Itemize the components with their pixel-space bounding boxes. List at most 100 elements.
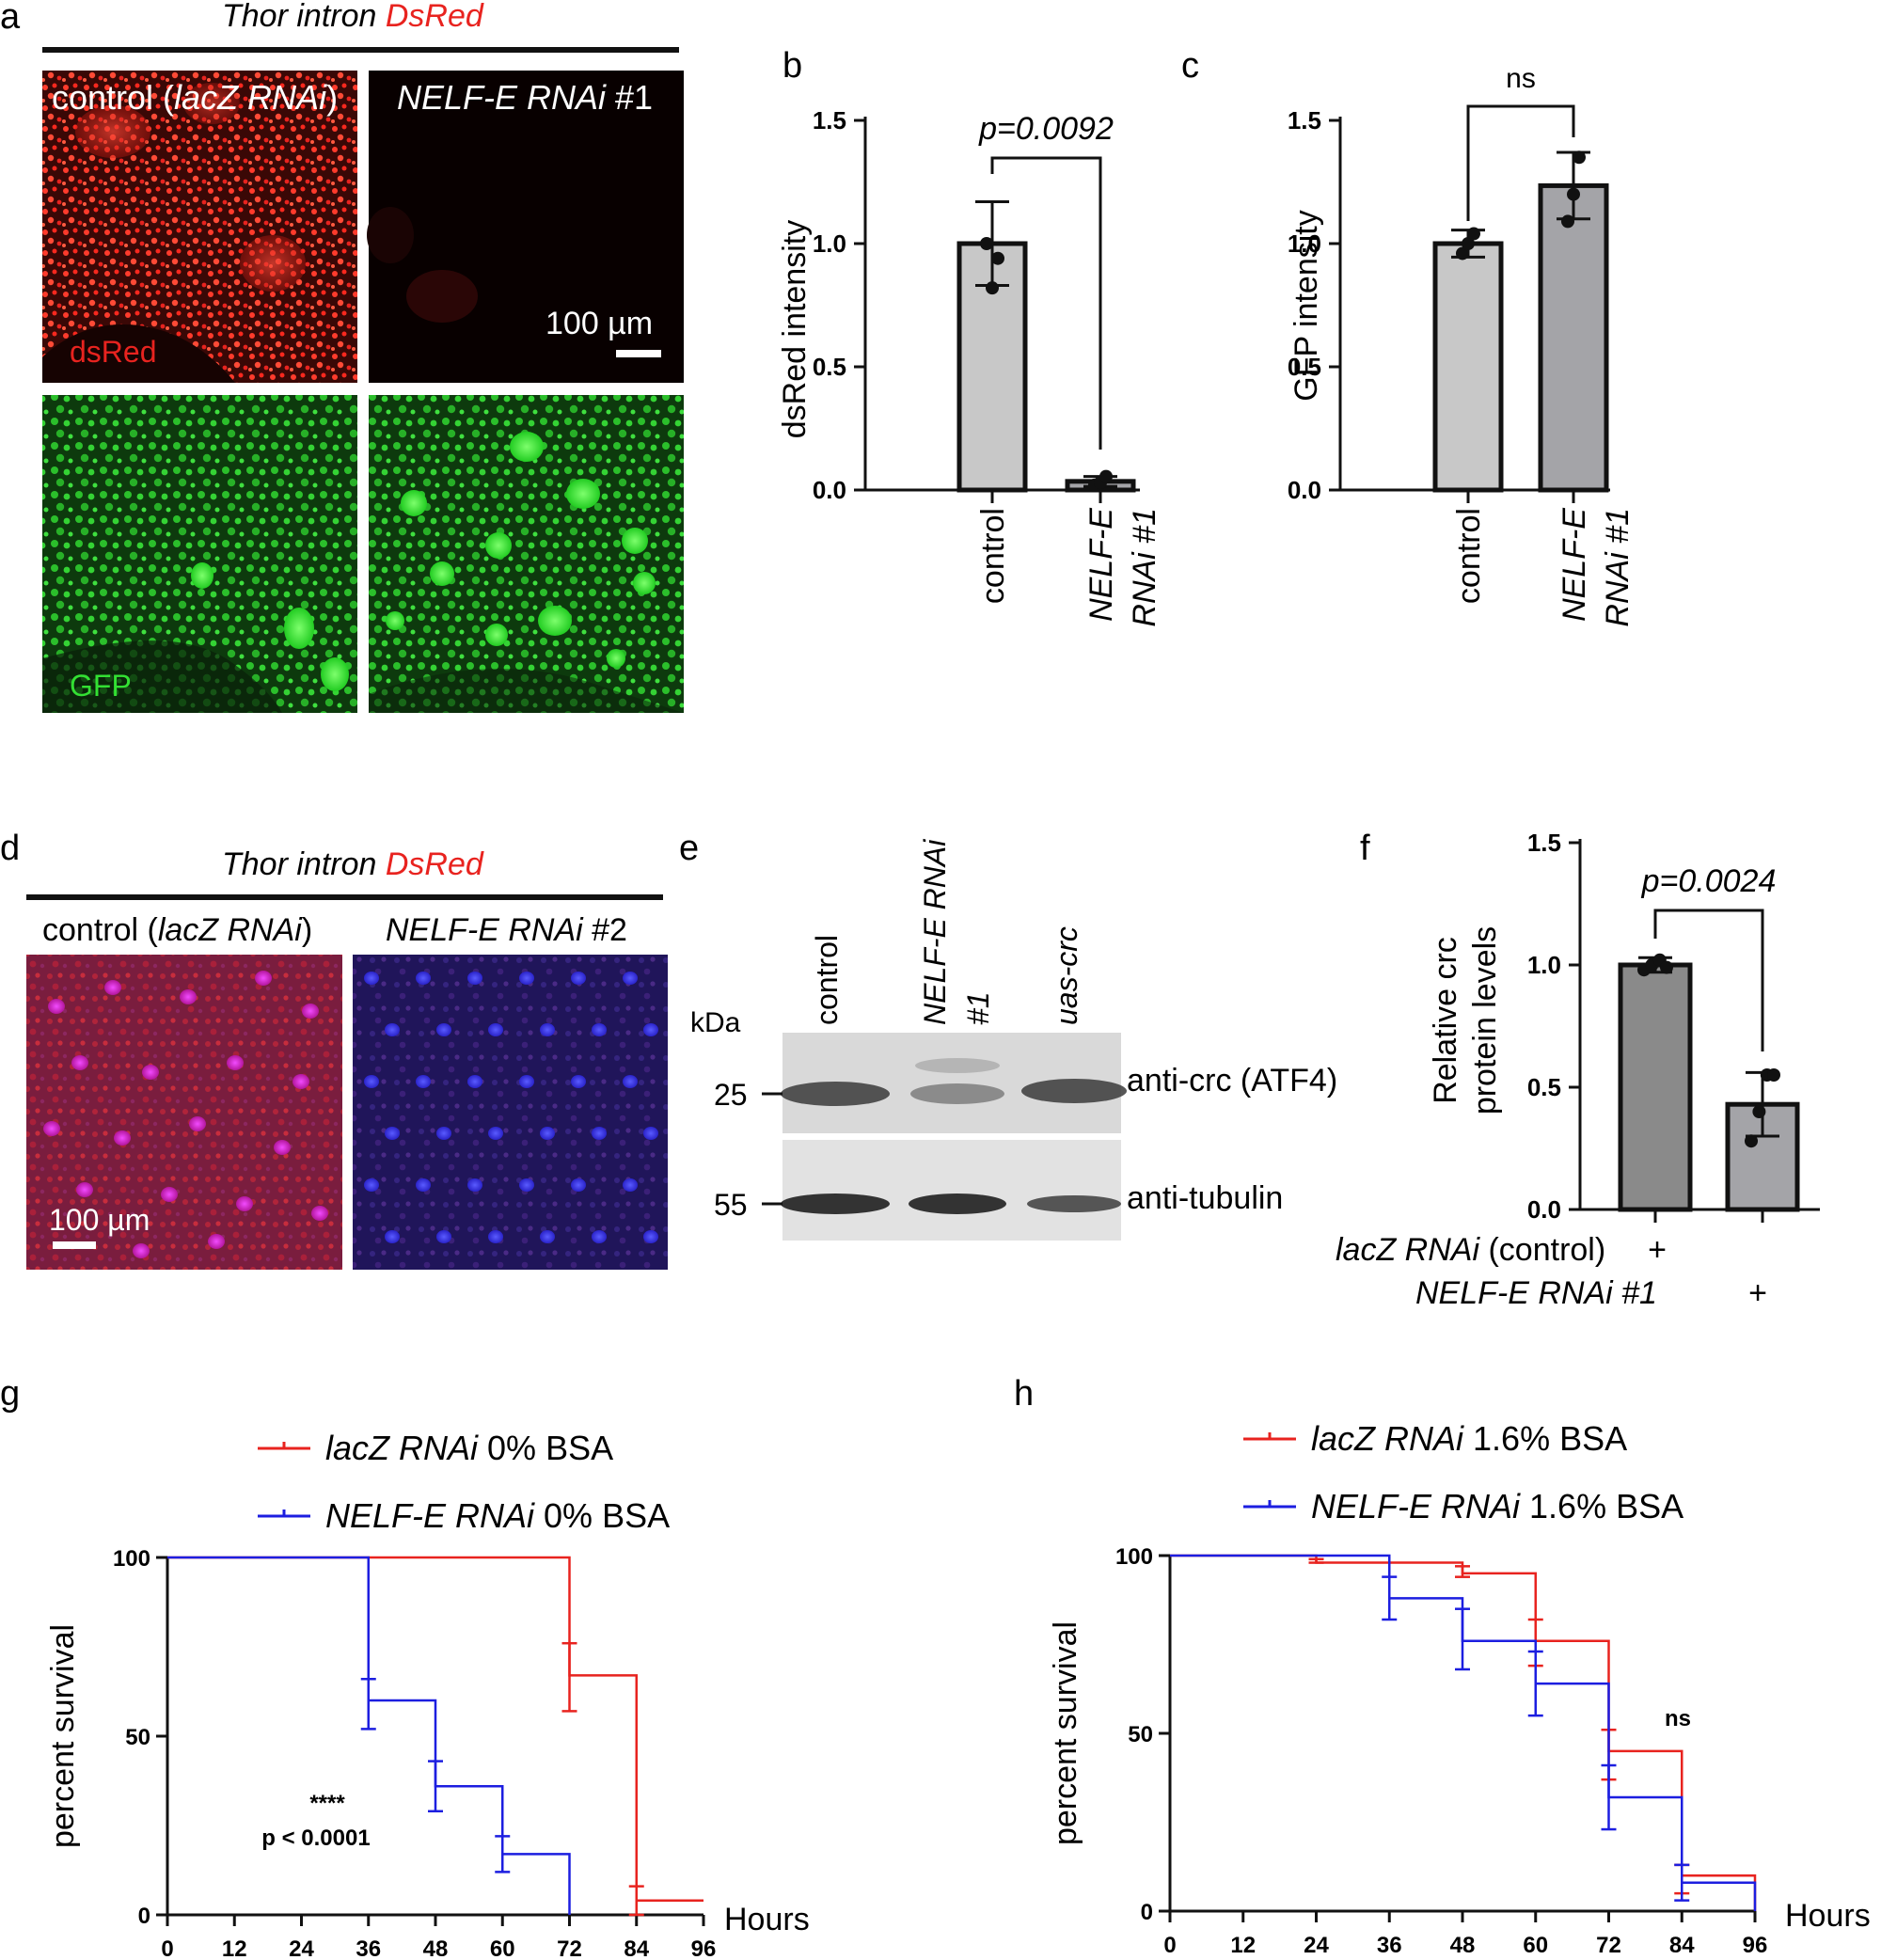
data-point bbox=[1573, 150, 1586, 165]
y-tick-label: 1.5 bbox=[1527, 829, 1561, 857]
nucleus-d-nelf bbox=[643, 1127, 658, 1140]
y-axis-label: protein levels bbox=[1467, 926, 1503, 1114]
nucleus-d-nelf bbox=[571, 1178, 586, 1192]
nucleus-d-nelf bbox=[592, 1230, 607, 1243]
nucleus-d-control bbox=[114, 1130, 131, 1146]
legend-label: lacZ RNAi 0% BSA bbox=[325, 1429, 613, 1467]
panel-a-channel-red: dsRed bbox=[70, 335, 157, 369]
panel-d-nelf-italic: NELF-E RNAi bbox=[386, 912, 584, 948]
nucleus-d-nelf bbox=[571, 1075, 586, 1088]
y-tick-label: 0.0 bbox=[1288, 476, 1321, 504]
significance-label: p=0.0024 bbox=[1641, 863, 1777, 899]
data-point bbox=[1745, 1134, 1758, 1148]
chart-g: lacZ RNAi 0% BSA NELF-E RNAi 0% BSA 0 50 100… bbox=[45, 1429, 810, 1960]
panel-a-control-italic: lacZ RNAi bbox=[174, 78, 327, 117]
bar bbox=[1618, 962, 1693, 1212]
genotype-row-label-italic: lacZ RNAi bbox=[1336, 1232, 1480, 1268]
legend-label-rest: 1.6% BSA bbox=[1520, 1487, 1683, 1525]
nucleus-d-control bbox=[236, 1196, 253, 1211]
panel-a-control-label: control (lacZ RNAi) bbox=[52, 78, 338, 117]
panel-e-band-crc: anti-crc (ATF4) bbox=[1127, 1063, 1337, 1099]
y-tick-label: 0.5 bbox=[813, 353, 846, 381]
y-tick-label: 1.5 bbox=[1288, 106, 1321, 134]
micrograph-a-control-dsred bbox=[42, 71, 357, 383]
nucleus-d-nelf bbox=[364, 972, 379, 985]
panel-letter-e: e bbox=[679, 829, 699, 868]
nucleus-d-control bbox=[255, 971, 272, 986]
x-tick-label: 60 bbox=[1523, 1933, 1548, 1958]
panel-a-header-black: Thor intron bbox=[222, 0, 386, 34]
x-tick-label: 0 bbox=[1163, 1933, 1176, 1958]
chart-f: 0.0 0.5 1.0 1.5 Relative crc protein levels p=… bbox=[1336, 829, 1820, 1311]
y-axis-label: Relative crc bbox=[1428, 937, 1463, 1104]
y-tick-label: 0.5 bbox=[1527, 1073, 1561, 1101]
nucleus-d-nelf bbox=[364, 1075, 379, 1088]
genotype-mark: + bbox=[1748, 1275, 1767, 1311]
data-point bbox=[1561, 214, 1574, 229]
panel-e-marker-55: 55 bbox=[714, 1188, 748, 1222]
x-category-label: control bbox=[1451, 508, 1487, 604]
nucleus-d-nelf bbox=[623, 1075, 638, 1088]
legend-label-rest: 0% BSA bbox=[478, 1429, 613, 1467]
panel-d: Thor intron DsRed control (lacZ RNAi) NE… bbox=[26, 846, 668, 1270]
nucleus-d-nelf bbox=[519, 1075, 534, 1088]
y-tick-label: 0.5 bbox=[1288, 353, 1321, 381]
micrograph-d-control bbox=[26, 955, 342, 1270]
y-axis-label: percent survival bbox=[45, 1624, 81, 1848]
nucleus-d-nelf bbox=[643, 1230, 658, 1243]
panel-d-control-prefix: control ( bbox=[42, 912, 158, 948]
y-tick-label: 0 bbox=[138, 1904, 150, 1929]
nucleus-d-control bbox=[76, 1182, 93, 1197]
panel-a-control-suffix: ) bbox=[326, 78, 338, 117]
x-category-label: RNAi #1 bbox=[1600, 508, 1636, 627]
genotype-row-label: NELF-E RNAi #1 bbox=[1415, 1275, 1657, 1311]
x-tick-label: 48 bbox=[423, 1936, 449, 1960]
data-point bbox=[1462, 237, 1475, 250]
nucleus-d-nelf bbox=[488, 1023, 503, 1036]
y-tick-label: 50 bbox=[125, 1725, 150, 1750]
data-point bbox=[1467, 227, 1480, 241]
significance-label: p=0.0092 bbox=[978, 111, 1114, 147]
x-tick-label: 24 bbox=[289, 1936, 314, 1960]
x-category-label: RNAi #1 bbox=[1127, 508, 1162, 627]
nucleus-d-nelf bbox=[467, 972, 482, 985]
nucleus-d-nelf bbox=[385, 1023, 400, 1036]
data-point bbox=[991, 251, 1004, 265]
nucleus-d-control bbox=[71, 1055, 88, 1070]
y-axis-label: dsRed intensity bbox=[777, 220, 813, 438]
panel-a-nelf-italic: NELF-E RNAi bbox=[397, 78, 607, 117]
nucleus-d-nelf bbox=[540, 1023, 555, 1036]
nucleus-d-control bbox=[43, 1121, 60, 1136]
nucleus-d-nelf bbox=[488, 1230, 503, 1243]
significance-stars: **** bbox=[309, 1791, 345, 1816]
nucleus-d-nelf bbox=[623, 972, 638, 985]
genotype-row-label: lacZ RNAi (control) bbox=[1336, 1232, 1605, 1268]
x-tick-label: 96 bbox=[691, 1936, 717, 1960]
y-tick-label: 0.0 bbox=[813, 476, 846, 504]
panel-a-header-rule bbox=[42, 47, 679, 53]
panel-a-control-prefix: control ( bbox=[52, 78, 174, 117]
panel-letter-h: h bbox=[1014, 1374, 1034, 1414]
x-tick-label: 96 bbox=[1743, 1933, 1768, 1958]
significance-bracket bbox=[1653, 909, 1764, 1051]
panel-d-nelf-label: NELF-E RNAi #2 bbox=[386, 912, 627, 948]
panel-e-lane-control: control bbox=[810, 935, 844, 1025]
nucleus-d-nelf bbox=[488, 1127, 503, 1140]
legend-label-italic: NELF-E RNAi bbox=[325, 1496, 535, 1535]
y-tick-label: 100 bbox=[113, 1546, 150, 1572]
x-category-label: NELF-E bbox=[1557, 508, 1592, 622]
panel-e-kda-label: kDa bbox=[690, 1007, 741, 1038]
x-tick-label: 72 bbox=[1596, 1933, 1621, 1958]
bar bbox=[1432, 241, 1504, 493]
nucleus-d-nelf bbox=[467, 1178, 482, 1192]
x-tick-label: 36 bbox=[356, 1936, 381, 1960]
panel-a: Thor intron DsRed bbox=[42, 0, 684, 713]
panel-a-scale-bar bbox=[616, 350, 661, 357]
panel-d-header-red: DsRed bbox=[386, 846, 484, 882]
panel-d-control-label: control (lacZ RNAi) bbox=[42, 912, 312, 948]
nucleus-d-nelf bbox=[364, 1178, 379, 1192]
x-tick-label: 36 bbox=[1377, 1933, 1402, 1958]
data-point bbox=[986, 281, 999, 295]
x-tick-label: 12 bbox=[222, 1936, 247, 1960]
